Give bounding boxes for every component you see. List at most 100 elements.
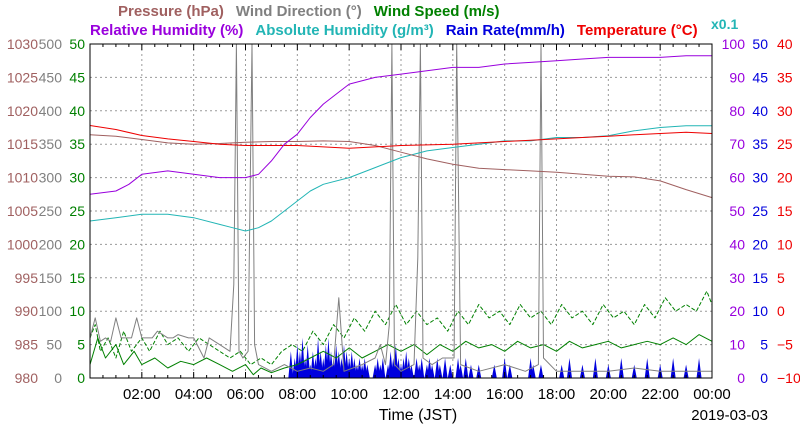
date-label: 2019-03-03 <box>691 407 768 424</box>
temperature-tick-label: 5 <box>777 270 785 286</box>
rain-rate-mark <box>380 357 386 378</box>
wind-speed-tick-label: 40 <box>69 103 85 119</box>
humidity-tick-label: 40 <box>729 236 745 252</box>
temperature-tick-label: 40 <box>777 36 793 52</box>
x-tick-label: 14:00 <box>434 386 472 403</box>
x-tick-label: 04:00 <box>175 386 213 403</box>
series-temperature <box>89 125 713 149</box>
x-tick-label: 18:00 <box>538 386 576 403</box>
legend-b-1: Absolute Humidity (g/m³) <box>255 22 433 39</box>
rain-rate-mark <box>631 364 637 378</box>
pressure-tick-label: 980 <box>15 370 39 386</box>
wind-direction-tick-label: 450 <box>39 69 63 85</box>
rain-rate-mark <box>670 357 676 378</box>
rain-rate-mark <box>618 357 624 378</box>
wind-speed-tick-label: 5 <box>77 337 85 353</box>
rain-rate-mark <box>538 364 544 378</box>
wind-speed-tick-label: 50 <box>69 36 85 52</box>
wind-direction-tick-label: 200 <box>39 236 63 252</box>
rain-rate-tick-label: 30 <box>752 170 768 186</box>
rain-rate-mark <box>463 357 469 378</box>
rain-rate-mark <box>408 364 414 378</box>
rain-rate-tick-label: 50 <box>752 36 768 52</box>
legend-a-2: Wind Speed (m/s) <box>374 3 500 20</box>
pressure-tick-label: 1005 <box>7 203 38 219</box>
pressure-tick-label: 1015 <box>7 136 38 152</box>
rain-rate-mark <box>429 364 435 378</box>
wind-speed-tick-label: 45 <box>69 69 85 85</box>
wind-speed-tick-label: 25 <box>69 203 85 219</box>
rain-rate-mark <box>300 337 306 378</box>
wind-speed-tick-label: 15 <box>69 270 85 286</box>
rain-rate-mark <box>419 357 425 378</box>
wind-direction-tick-label: 300 <box>39 170 63 186</box>
rain-rate-mark <box>502 357 508 378</box>
pressure-tick-label: 985 <box>15 337 39 353</box>
humidity-tick-label: 60 <box>729 170 745 186</box>
rain-rate-tick-label: 10 <box>752 303 768 319</box>
x-tick-label: 22:00 <box>641 386 679 403</box>
humidity-tick-label: 50 <box>729 203 745 219</box>
rain-rate-mark <box>364 364 370 378</box>
series-pressure <box>89 134 713 199</box>
rain-rate-tick-label: 0 <box>760 370 768 386</box>
x-axis-label: Time (JST) <box>379 407 458 424</box>
rain-rate-tick-label: 15 <box>752 270 768 286</box>
x-axis: 02:00 04:00 06:00 08:00 10:00 12:00 14:00 16:00… <box>89 44 731 403</box>
rain-rate-tick-label: 5 <box>760 337 768 353</box>
pressure-tick-label: 1030 <box>7 36 38 52</box>
rain-rate-tick-label: 40 <box>752 103 768 119</box>
wind-speed-tick-label: 35 <box>69 136 85 152</box>
humidity-tick-label: 30 <box>729 270 745 286</box>
pressure-tick-label: 1000 <box>7 236 38 252</box>
temperature-tick-label: −5 <box>777 337 793 353</box>
x-tick-label: 20:00 <box>590 386 628 403</box>
temperature-tick-label: 35 <box>777 69 793 85</box>
header-labels: Pressure (hPa) Wind Direction (°) Wind Spe… <box>90 3 738 39</box>
pressure-tick-label: 1020 <box>7 103 38 119</box>
temperature-tick-label: 15 <box>777 203 793 219</box>
legend-b-2: Rain Rate(mm/h) <box>446 22 565 39</box>
humidity-tick-label: 90 <box>729 69 745 85</box>
rain-rate-mark <box>468 364 474 378</box>
temperature-tick-label: 25 <box>777 136 793 152</box>
temperature-tick-label: 0 <box>777 303 785 319</box>
rain-rate-mark <box>305 344 311 378</box>
axis-tick-labels: 9809859909951000100510101015102010251030… <box>7 36 800 386</box>
pressure-tick-label: 990 <box>15 303 39 319</box>
temperature-tick-label: 10 <box>777 236 793 252</box>
wind-speed-tick-label: 10 <box>69 303 85 319</box>
humidity-tick-label: 10 <box>729 337 745 353</box>
humidity-tick-label: 70 <box>729 136 745 152</box>
rain-rate-mark <box>447 364 453 378</box>
wind-speed-tick-label: 0 <box>77 370 85 386</box>
rain-rate-mark <box>644 357 650 378</box>
rain-rate-mark <box>491 364 497 378</box>
wind-direction-tick-label: 50 <box>46 337 62 353</box>
wind-direction-tick-label: 400 <box>39 103 63 119</box>
pressure-tick-label: 1025 <box>7 69 38 85</box>
humidity-tick-label: 0 <box>737 370 745 386</box>
humidity-tick-label: 20 <box>729 303 745 319</box>
temperature-tick-label: 30 <box>777 103 793 119</box>
rain-rate-tick-label: 25 <box>752 203 768 219</box>
rain-rate-mark <box>530 364 536 378</box>
rain-rate-mark <box>458 364 464 378</box>
wind-speed-tick-label: 30 <box>69 170 85 186</box>
wind-direction-tick-label: 500 <box>39 36 63 52</box>
legend-b-0: Relative Humidity (%) <box>90 22 243 39</box>
rain-rate-mark <box>288 351 294 378</box>
rain-rate-tick-label: 35 <box>752 136 768 152</box>
temperature-tick-label: 20 <box>777 170 793 186</box>
wind-direction-tick-label: 100 <box>39 303 63 319</box>
rain-rate-tick-label: 20 <box>752 236 768 252</box>
series-wind-gust <box>89 290 713 366</box>
x-tick-label: 06:00 <box>227 386 265 403</box>
humidity-tick-label: 100 <box>722 36 746 52</box>
scale-note: x0.1 <box>711 16 738 32</box>
series-wind-direction <box>89 43 712 372</box>
legend-b-3: Temperature (°C) <box>577 22 698 39</box>
series-rel-humidity <box>89 55 712 195</box>
wind-direction-tick-label: 0 <box>54 370 62 386</box>
